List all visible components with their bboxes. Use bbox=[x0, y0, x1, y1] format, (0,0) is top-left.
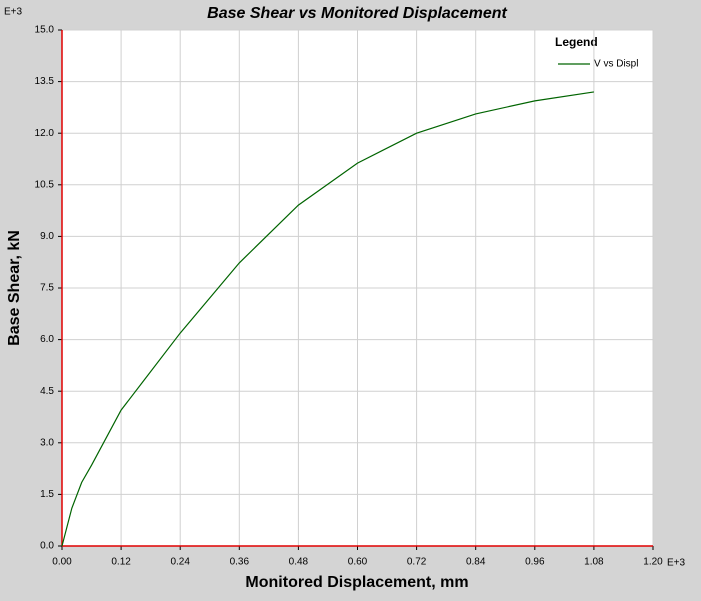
y-axis-label: Base Shear, kN bbox=[6, 230, 23, 346]
x-tick-label: 1.20 bbox=[643, 557, 663, 568]
legend-label: V vs Displ bbox=[594, 59, 638, 70]
legend: Legend V vs Displ bbox=[555, 35, 638, 69]
x-tick-label: 1.08 bbox=[584, 557, 604, 568]
data-line bbox=[61, 91, 594, 547]
x-tick-label: 0.12 bbox=[111, 557, 131, 568]
y-tick-label: 12.0 bbox=[35, 128, 55, 139]
y-tick-label: 9.0 bbox=[40, 231, 54, 242]
y-tick-label: 13.5 bbox=[35, 76, 55, 87]
x-tick-label: 0.84 bbox=[466, 557, 486, 568]
x-tick-label: 0.72 bbox=[407, 557, 427, 568]
x-tick-label: 0.96 bbox=[525, 557, 545, 568]
y-tick-label: 10.5 bbox=[35, 179, 55, 190]
y-tick-label: 1.5 bbox=[40, 489, 54, 500]
y-multiplier: E+3 bbox=[4, 7, 23, 18]
x-tick-label: 0.48 bbox=[289, 557, 309, 568]
chart-title: Base Shear vs Monitored Displacement bbox=[207, 5, 507, 22]
x-tick-label: 0.00 bbox=[52, 557, 72, 568]
legend-title: Legend bbox=[555, 35, 598, 49]
y-tick-label: 3.0 bbox=[40, 437, 54, 448]
x-axis-label: Monitored Displacement, mm bbox=[245, 574, 468, 591]
x-multiplier: E+3 bbox=[667, 558, 686, 569]
y-tick-label: 7.5 bbox=[40, 283, 54, 294]
y-tick-label: 4.5 bbox=[40, 386, 54, 397]
y-tick-label: 15.0 bbox=[35, 25, 55, 36]
y-tick-label: 6.0 bbox=[40, 334, 54, 345]
x-tick-label: 0.36 bbox=[230, 557, 250, 568]
x-tick-label: 0.24 bbox=[170, 557, 190, 568]
y-tick-label: 0.0 bbox=[40, 541, 54, 552]
x-tick-label: 0.60 bbox=[348, 557, 368, 568]
